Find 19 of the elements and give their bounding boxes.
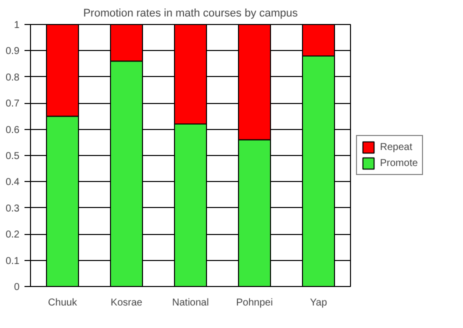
legend-label: Promote bbox=[380, 157, 418, 169]
chart-title: Promotion rates in math courses by campus bbox=[83, 8, 298, 20]
x-tick-label: Chuuk bbox=[48, 298, 78, 308]
y-tick-label: 1 bbox=[14, 20, 20, 31]
x-tick-label: National bbox=[172, 298, 209, 308]
y-tick-label: 0.3 bbox=[6, 203, 20, 214]
legend-label: Repeat bbox=[380, 141, 412, 153]
y-tick-label: 0.4 bbox=[6, 177, 20, 188]
y-tick-label: 0.2 bbox=[6, 230, 20, 241]
x-tick-label: Yap bbox=[310, 298, 328, 308]
y-tick-label: 0.1 bbox=[6, 256, 20, 267]
y-tick-label: 0.8 bbox=[6, 72, 20, 84]
y-tick-label: 0.6 bbox=[6, 124, 20, 136]
y-tick-label: 0.5 bbox=[6, 151, 20, 162]
x-tick-label: Kosrae bbox=[110, 298, 143, 308]
y-tick-label: 0 bbox=[14, 282, 20, 293]
y-tick-label: 0.9 bbox=[6, 46, 20, 58]
y-tick-label: 0.7 bbox=[6, 98, 20, 110]
x-tick-label: Pohnpei bbox=[236, 298, 273, 308]
